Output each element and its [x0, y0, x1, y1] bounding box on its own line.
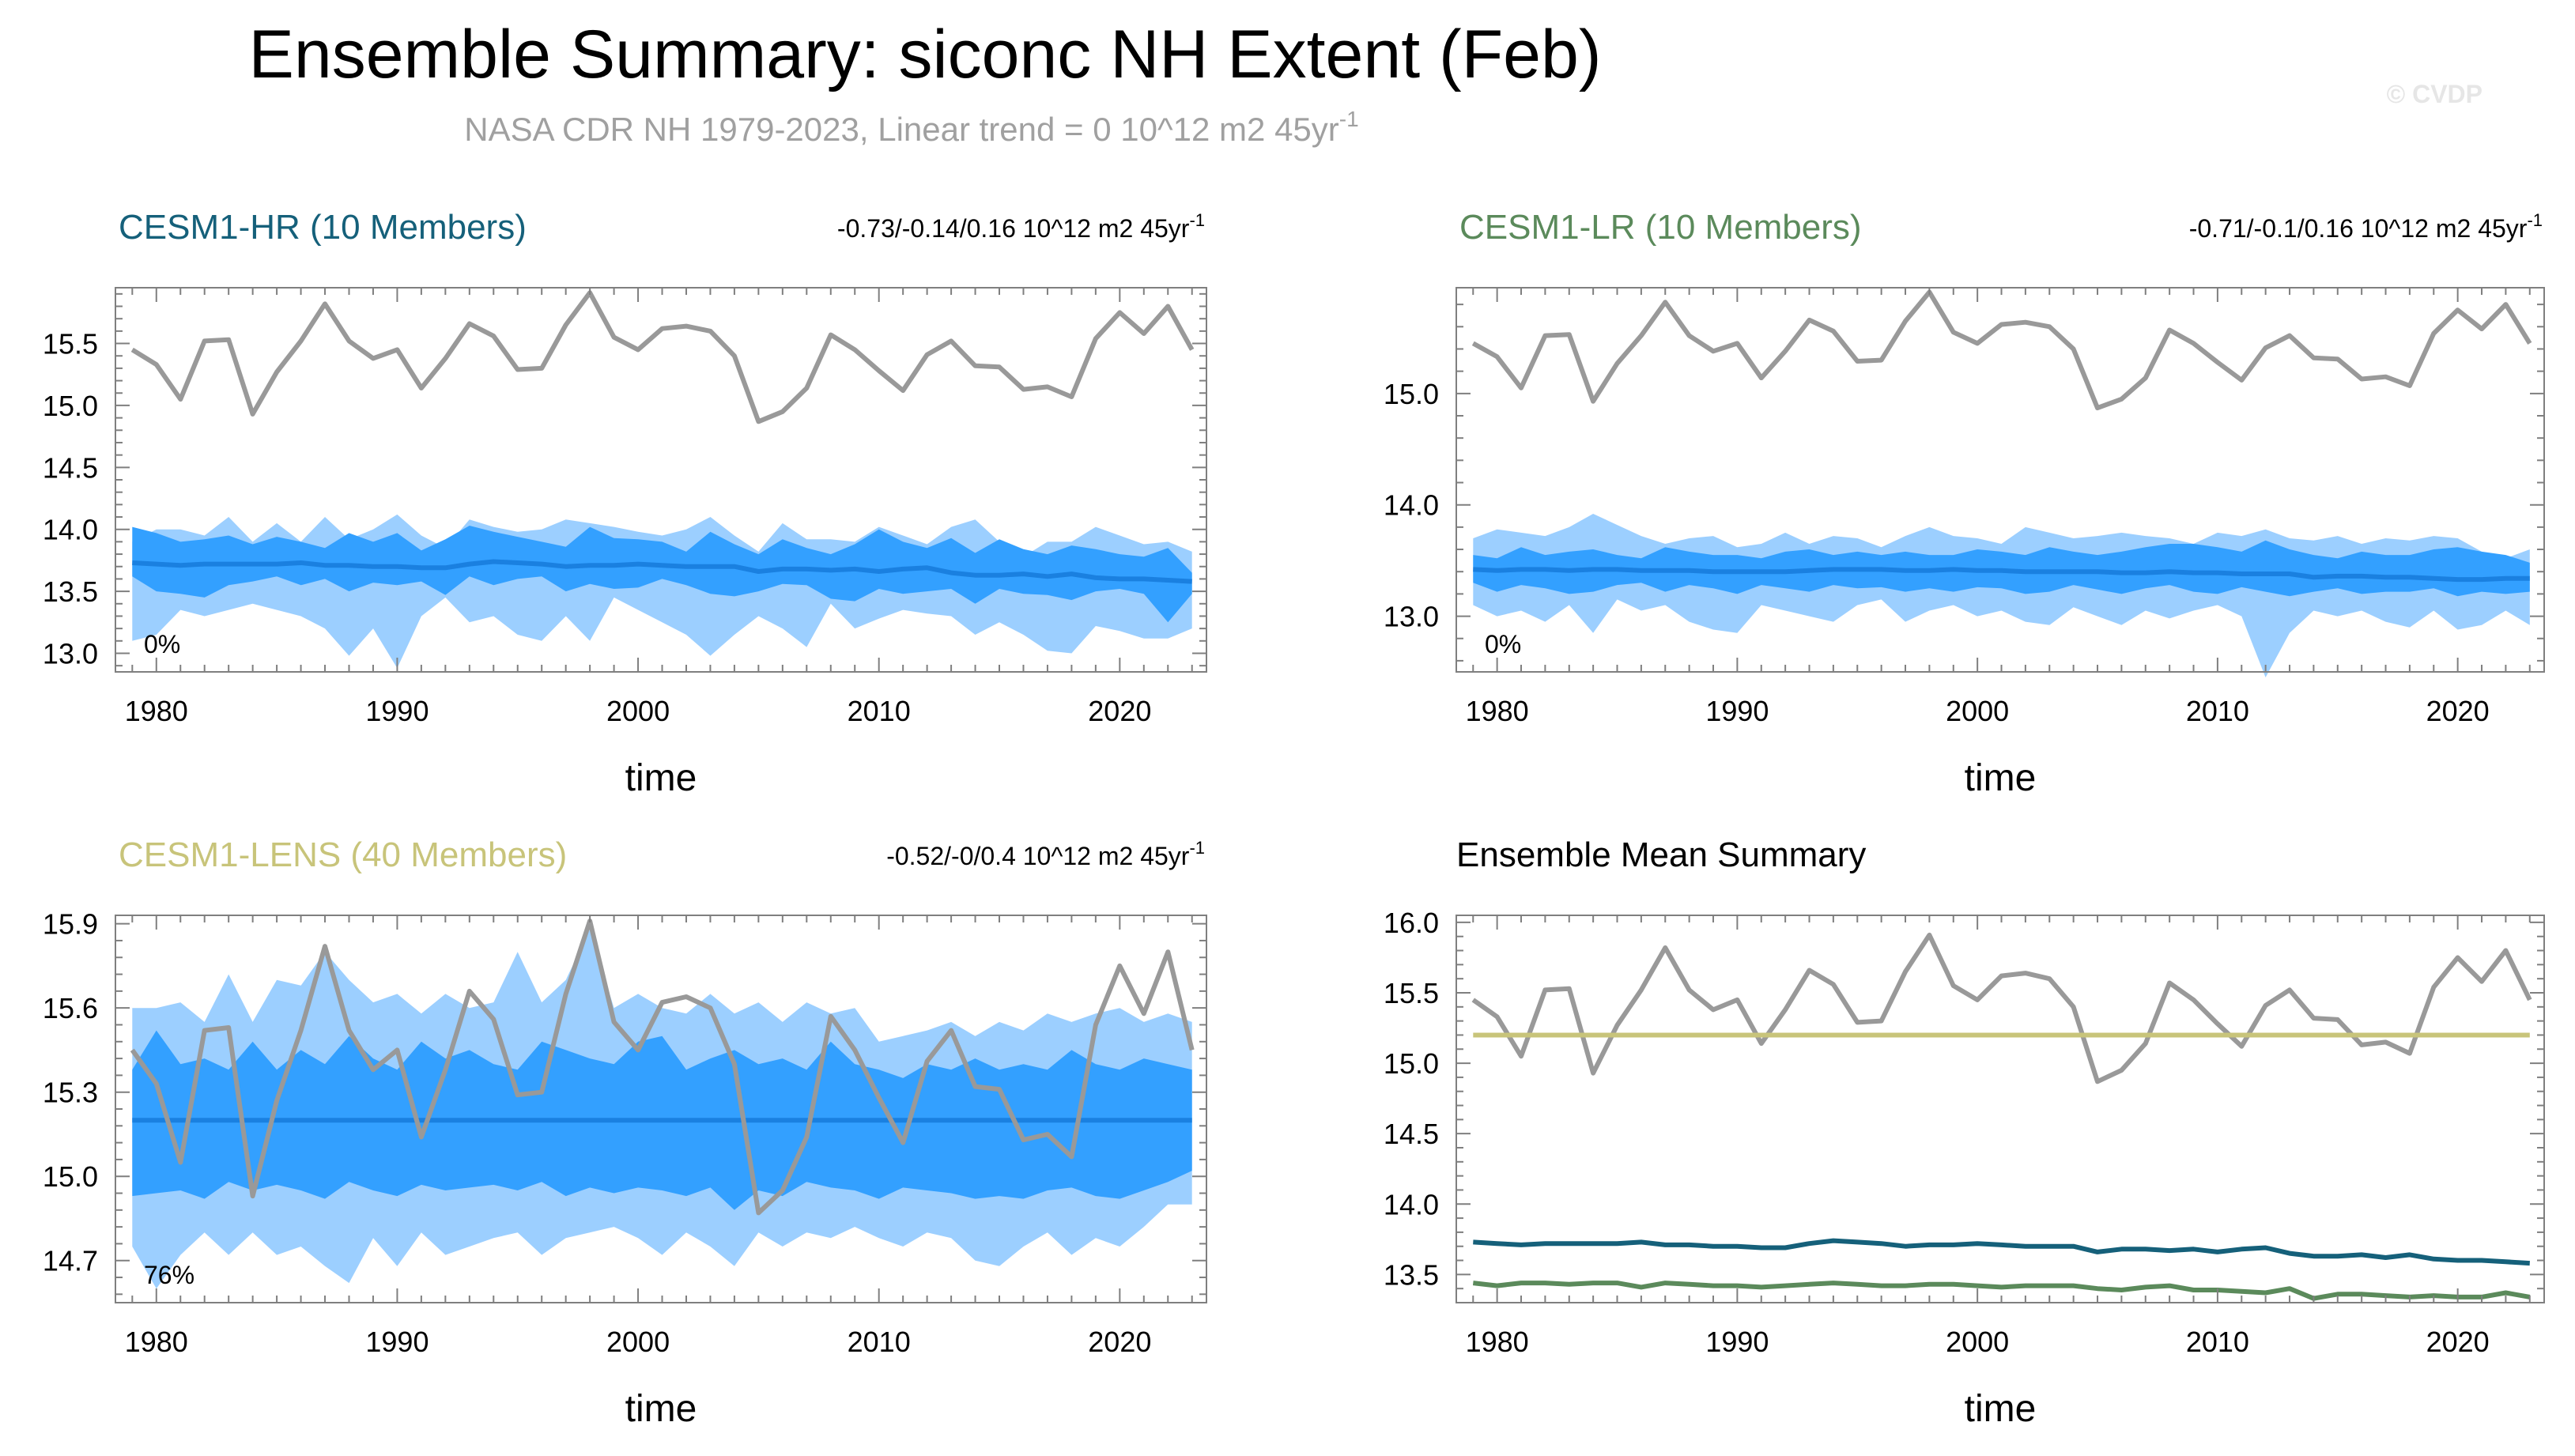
trend-label: -0.71/-0.1/0.16 10^12 m2 45yr-1 — [2189, 210, 2543, 243]
x-tick-label: 1980 — [1466, 695, 1529, 727]
percent-label: 0% — [144, 630, 180, 658]
panel-title: CESM1-LENS (40 Members) — [119, 836, 567, 874]
y-tick-label: 15.0 — [1384, 1047, 1439, 1080]
percent-label: 0% — [1485, 630, 1521, 658]
figure-title: Ensemble Summary: siconc NH Extent (Feb) — [249, 17, 1602, 92]
chart-panel-hr: CESM1-HR (10 Members) -0.73/-0.14/0.16 10… — [43, 208, 1207, 799]
trend-label-main: -0.52/-0/0.4 10^12 m2 45yr — [886, 842, 1190, 870]
figure-subtitle-sup: -1 — [1339, 107, 1359, 131]
chart-panel-lr: CESM1-LR (10 Members) -0.71/-0.1/0.16 10^… — [1384, 208, 2545, 799]
x-tick-label: 2010 — [2186, 695, 2249, 727]
ensemble-inner-band — [132, 526, 1192, 623]
x-tick-label: 2020 — [2426, 695, 2490, 727]
x-tick-label: 2020 — [1088, 1326, 1151, 1358]
figure-subtitle-main: NASA CDR NH 1979-2023, Linear trend = 0 … — [464, 111, 1338, 148]
chart-panel-mean: Ensemble Mean Summary 1980 1990 2000 2010 202… — [1384, 836, 2545, 1430]
x-tick-label: 2000 — [606, 695, 670, 727]
trend-label: -0.73/-0.14/0.16 10^12 m2 45yr-1 — [837, 210, 1205, 243]
x-tick-label: 1980 — [125, 695, 188, 727]
y-tick-label: 13.0 — [43, 637, 98, 670]
trend-label: -0.52/-0/0.4 10^12 m2 45yr-1 — [886, 838, 1205, 870]
x-tick-label: 2010 — [2186, 1326, 2249, 1358]
trend-label-sup: -1 — [2527, 210, 2543, 230]
plot-frame — [1456, 287, 2545, 673]
trend-label-main: -0.73/-0.14/0.16 10^12 m2 45yr — [837, 214, 1190, 243]
x-axis-label: time — [625, 757, 697, 799]
y-tick-label: 15.5 — [1384, 977, 1439, 1009]
x-tick-label: 2020 — [2426, 1326, 2490, 1358]
y-tick-label: 13.0 — [1384, 601, 1439, 633]
observations-line — [1471, 289, 2532, 411]
cvdp-watermark: © CVDP — [2387, 80, 2482, 108]
x-tick-label: 2010 — [848, 695, 911, 727]
x-tick-label: 2000 — [1946, 1326, 2009, 1358]
x-tick-label: 1990 — [365, 1326, 429, 1358]
x-axis-label: time — [1965, 757, 2037, 799]
panel-title: CESM1-LR (10 Members) — [1459, 208, 1862, 247]
plot-frame — [1456, 915, 2545, 1303]
x-axis-label: time — [625, 1388, 697, 1430]
x-tick-label: 1990 — [1705, 695, 1769, 727]
x-tick-label: 1980 — [1466, 1326, 1529, 1358]
x-tick-label: 2010 — [848, 1326, 911, 1358]
chart-panel-lens: CESM1-LENS (40 Members) -0.52/-0/0.4 10^1… — [43, 836, 1207, 1430]
x-tick-label: 1990 — [1705, 1326, 1769, 1358]
series-line-cesm1-lr — [1472, 1281, 2531, 1301]
x-tick-label: 2020 — [1088, 695, 1151, 727]
ensemble-outer-band — [1473, 514, 2530, 677]
y-tick-label: 13.5 — [43, 575, 98, 608]
y-tick-label: 15.0 — [1384, 378, 1439, 410]
y-tick-label: 14.0 — [1384, 489, 1439, 522]
y-tick-label: 14.5 — [1384, 1118, 1439, 1150]
y-tick-label: 14.0 — [43, 514, 98, 546]
y-tick-label: 15.5 — [43, 328, 98, 360]
trend-label-sup: -1 — [1189, 210, 1205, 230]
y-tick-label: 13.5 — [1384, 1258, 1439, 1291]
percent-label: 76% — [144, 1261, 194, 1289]
x-tick-label: 2000 — [1946, 695, 2009, 727]
x-tick-label: 1980 — [125, 1326, 188, 1358]
x-tick-label: 1990 — [365, 695, 429, 727]
y-tick-label: 15.9 — [43, 908, 98, 941]
series-line-observations — [1471, 932, 2532, 1084]
y-tick-label: 15.0 — [43, 1160, 98, 1193]
observations-line — [130, 918, 1195, 1216]
y-tick-label: 15.6 — [43, 992, 98, 1024]
observations-line — [130, 290, 1195, 424]
panel-title: CESM1-HR (10 Members) — [119, 208, 527, 247]
trend-label-main: -0.71/-0.1/0.16 10^12 m2 45yr — [2189, 214, 2528, 243]
x-tick-label: 2000 — [606, 1326, 670, 1358]
y-tick-label: 14.7 — [43, 1245, 98, 1277]
panel-title: Ensemble Mean Summary — [1456, 836, 1866, 874]
y-tick-label: 15.3 — [43, 1077, 98, 1109]
y-tick-label: 15.0 — [43, 390, 98, 422]
trend-label-sup: -1 — [1189, 838, 1205, 858]
x-axis-label: time — [1965, 1388, 2037, 1430]
figure-subtitle: NASA CDR NH 1979-2023, Linear trend = 0 … — [464, 107, 1358, 148]
y-tick-label: 14.0 — [1384, 1188, 1439, 1220]
y-tick-label: 16.0 — [1384, 907, 1439, 939]
series-line-cesm1-hr — [1473, 1238, 2530, 1266]
ensemble-mean-line — [132, 559, 1192, 584]
y-tick-label: 14.5 — [43, 451, 98, 484]
ensemble-mean-line — [1473, 567, 2530, 583]
